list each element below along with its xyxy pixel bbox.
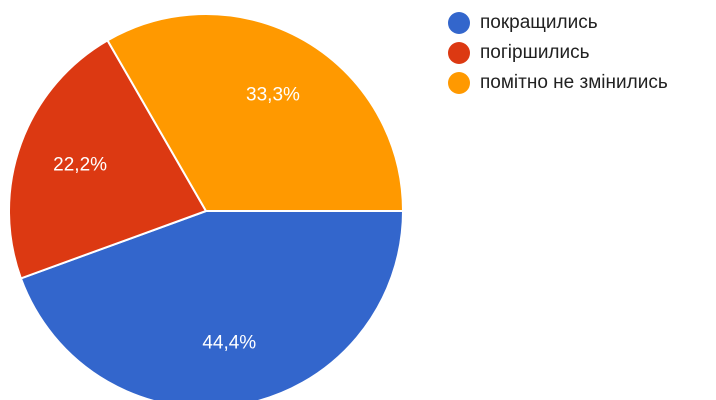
pie-label-worsened: 22,2% — [53, 155, 107, 176]
legend-label-worsened: погіршились — [480, 42, 590, 63]
legend-label-improved: покращились — [480, 12, 598, 33]
legend-swatch-unchanged — [448, 72, 470, 94]
legend: покращились погіршились помітно не зміни… — [448, 8, 668, 98]
legend-item-unchanged[interactable]: помітно не змінились — [448, 68, 668, 98]
pie-slice-improved[interactable] — [19, 210, 405, 400]
legend-item-improved[interactable]: покращились — [448, 8, 668, 38]
legend-label-unchanged: помітно не змінились — [480, 72, 668, 93]
legend-item-worsened[interactable]: погіршились — [448, 38, 668, 68]
legend-swatch-improved — [448, 12, 470, 34]
pie-label-improved: 44,4% — [202, 332, 256, 353]
pie-slice-worsened[interactable] — [8, 39, 208, 280]
pie-chart: 44,4% 22,2% 33,3% — [8, 13, 405, 400]
pie-label-unchanged: 33,3% — [246, 84, 300, 105]
legend-swatch-worsened — [448, 42, 470, 64]
pie-slice-unchanged[interactable] — [106, 13, 405, 212]
